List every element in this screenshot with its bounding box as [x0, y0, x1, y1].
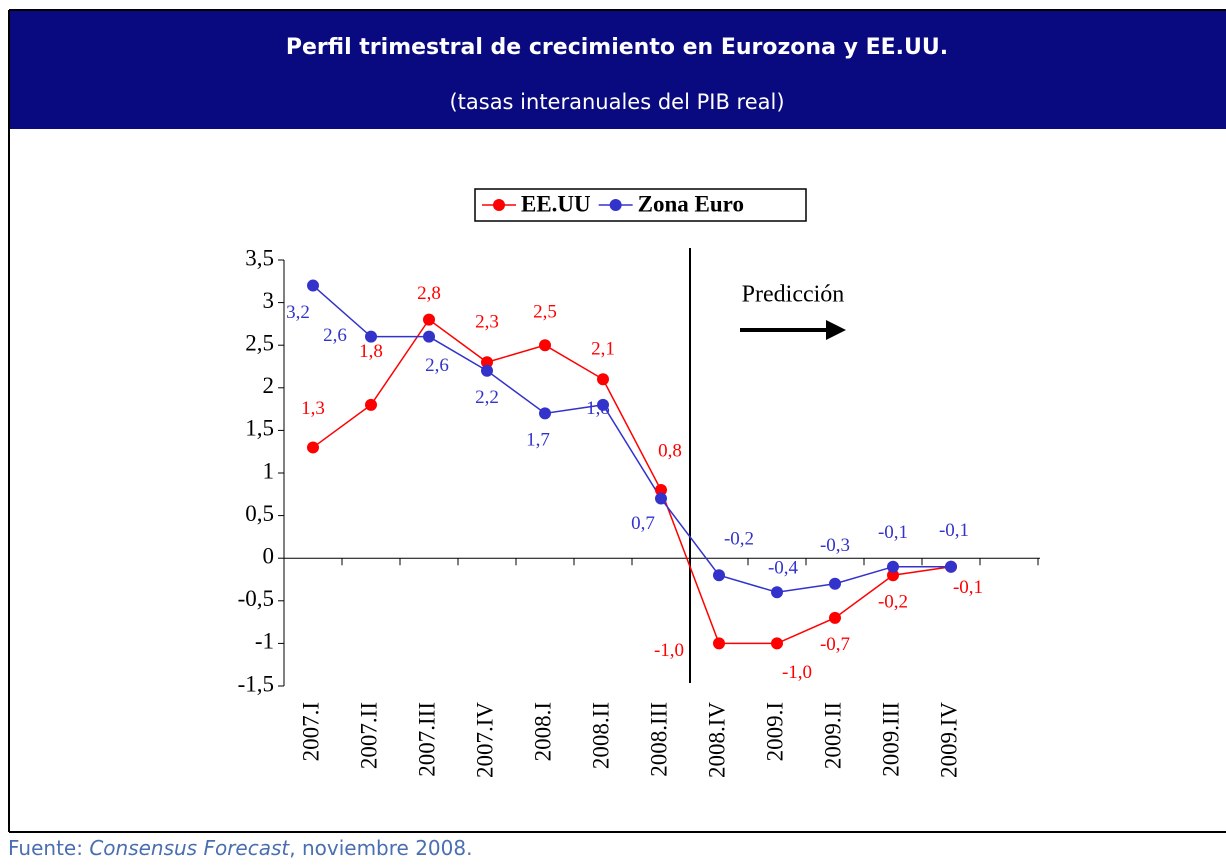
- y-tick-label: 2: [263, 373, 275, 398]
- legend-box: [474, 188, 807, 222]
- data-label: 3,2: [286, 302, 310, 323]
- data-label: -0,2: [878, 592, 908, 613]
- y-tick-label: 0,5: [245, 501, 274, 526]
- x-tick-label: 2007.IV: [472, 702, 497, 778]
- data-label: -1,0: [782, 662, 812, 683]
- data-label: 0,8: [658, 440, 682, 461]
- data-label: 2,3: [475, 312, 499, 333]
- data-label: 2,5: [533, 302, 557, 323]
- x-tick-label: 2009.II: [820, 702, 845, 769]
- data-label: 2,2: [475, 387, 499, 408]
- point: [539, 407, 551, 420]
- point: [423, 313, 435, 326]
- footer: Fuente: Consensus Forecast, noviembre 20…: [8, 836, 472, 860]
- data-label: 2,8: [417, 283, 441, 304]
- y-tick-label: 0: [263, 543, 275, 568]
- legend-label: EE.UU: [521, 191, 591, 216]
- x-tick-label: 2009.III: [878, 702, 903, 777]
- point: [481, 364, 493, 377]
- y-tick-label: 3: [263, 288, 275, 313]
- y-tick-label: -1,5: [238, 671, 274, 696]
- point: [713, 637, 725, 650]
- legend-marker: [493, 199, 505, 211]
- data-label: 1,8: [586, 398, 610, 419]
- y-tick-label: -1: [255, 629, 274, 654]
- point: [423, 330, 435, 343]
- point: [307, 441, 319, 454]
- legend-marker: [609, 199, 622, 211]
- y-tick-label: -0,5: [238, 586, 274, 611]
- data-label: 1,8: [359, 341, 383, 362]
- x-tick-label: 2007.III: [414, 702, 439, 777]
- point: [771, 637, 783, 650]
- y-tick-label: 1: [263, 458, 275, 483]
- data-label: -0,3: [820, 535, 850, 556]
- point: [829, 577, 841, 590]
- point: [829, 611, 841, 624]
- data-label: -0,4: [768, 558, 799, 579]
- point: [655, 484, 667, 497]
- x-tick-label: 2007.II: [356, 702, 381, 769]
- point: [597, 373, 609, 386]
- point: [539, 339, 551, 352]
- annotation: Predicción: [742, 282, 845, 308]
- y-tick-label: 3,5: [245, 245, 274, 270]
- data-label: 2,6: [323, 325, 347, 346]
- x-tick-label: 2007.I: [298, 702, 323, 761]
- x-tick-label: 2008.II: [588, 702, 613, 769]
- x-tick-label: 2008.III: [646, 702, 671, 777]
- point: [655, 492, 667, 505]
- data-label: -0,1: [939, 520, 969, 541]
- data-label: 2,6: [425, 355, 449, 376]
- data-label: 0,7: [631, 513, 655, 534]
- point: [597, 398, 609, 411]
- point: [887, 560, 899, 573]
- chart-subtitle: (tasas interanuales del PIB real): [449, 90, 784, 114]
- data-label: -0,1: [953, 577, 983, 598]
- header-band: [8, 11, 1226, 129]
- data-label: 1,3: [301, 398, 325, 419]
- footer-text: , noviembre 2008.: [289, 836, 473, 860]
- series-line: [312, 284, 951, 594]
- point: [945, 560, 957, 573]
- x-tick-label: 2008.I: [530, 702, 555, 761]
- footer-text: Fuente:: [8, 836, 90, 860]
- legend-label: Zona Euro: [638, 191, 744, 216]
- point: [365, 330, 377, 343]
- y-tick-label: 1,5: [245, 416, 274, 441]
- chart-title: Perfil trimestral de crecimiento en Euro…: [286, 35, 948, 60]
- point: [481, 356, 493, 369]
- x-tick-label: 2009.I: [762, 702, 787, 761]
- point: [307, 279, 319, 292]
- point: [771, 586, 783, 599]
- arrow-head: [826, 320, 846, 340]
- data-label: 2,1: [591, 339, 615, 360]
- series-line: [312, 318, 952, 645]
- point: [887, 569, 899, 582]
- data-label: -0,7: [820, 634, 850, 655]
- y-tick-label: 2,5: [245, 330, 274, 355]
- data-label: 1,7: [526, 430, 550, 451]
- x-tick-label: 2008.IV: [704, 702, 729, 778]
- x-tick-label: 2009.IV: [936, 702, 961, 778]
- data-label: -1,0: [654, 640, 684, 661]
- point: [365, 398, 377, 411]
- data-label: -0,2: [724, 529, 754, 550]
- footer-source: Consensus Forecast: [89, 836, 290, 860]
- data-label: -0,1: [878, 522, 908, 543]
- point: [713, 569, 725, 582]
